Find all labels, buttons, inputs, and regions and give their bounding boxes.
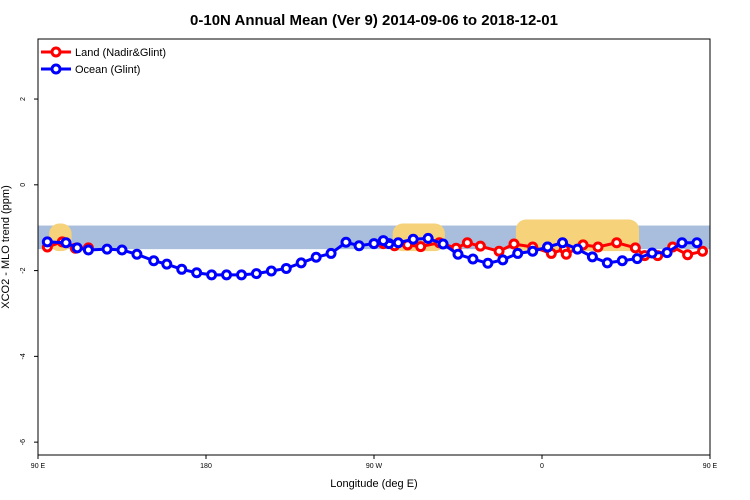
ocean-data-point xyxy=(601,257,613,269)
legend-label-ocean: Ocean (Glint) xyxy=(75,64,140,76)
ocean-data-point xyxy=(571,243,583,255)
ocean-data-point xyxy=(148,255,160,267)
ocean-data-point xyxy=(176,263,188,275)
ocean-data-point xyxy=(482,257,494,269)
chart-title: 0-10N Annual Mean (Ver 9) 2014-09-06 to … xyxy=(190,12,558,29)
legend-label-land: Land (Nadir&Glint) xyxy=(75,47,166,59)
y-axis-ticks: 2 0 -2 -4 -6 xyxy=(20,97,38,445)
ocean-data-point xyxy=(497,254,509,266)
ocean-data-point xyxy=(467,253,479,265)
ocean-data-point xyxy=(295,257,307,269)
land-data-point xyxy=(493,245,505,257)
y-tick-label: 2 xyxy=(20,97,27,101)
ocean-data-point xyxy=(392,237,404,249)
ocean-data-point xyxy=(437,238,449,250)
ocean-data-point xyxy=(82,244,94,256)
land-data-point xyxy=(415,241,427,253)
ocean-data-point xyxy=(250,268,262,280)
legend-marker-land xyxy=(50,46,62,58)
ocean-data-point xyxy=(377,235,389,247)
ocean-data-point xyxy=(131,248,143,260)
ocean-data-point xyxy=(310,251,322,263)
x-tick-label: 0 xyxy=(540,463,544,470)
x-tick-label: 90 E xyxy=(703,463,718,470)
y-axis-label: XCO2 - MLO trend (ppm) xyxy=(0,185,12,308)
land-data-point xyxy=(461,237,473,249)
ocean-data-point xyxy=(235,269,247,281)
ocean-data-point xyxy=(422,232,434,244)
land-data-point xyxy=(474,240,486,252)
land-data-point xyxy=(611,237,623,249)
land-data-point xyxy=(560,248,572,260)
ocean-data-point xyxy=(340,236,352,248)
x-axis-ticks: 90 E 180 90 W 0 90 E xyxy=(31,455,718,470)
x-axis-label: Longitude (deg E) xyxy=(330,478,417,490)
ocean-data-point xyxy=(206,269,218,281)
legend: Land (Nadir&Glint) Ocean (Glint) xyxy=(41,46,166,76)
ocean-data-point xyxy=(452,248,464,260)
ocean-data-point xyxy=(676,237,688,249)
y-tick-label: -2 xyxy=(20,267,27,273)
land-data-point xyxy=(508,238,520,250)
ocean-data-point xyxy=(661,247,673,259)
ocean-data-point xyxy=(557,237,569,249)
y-tick-label: 0 xyxy=(20,183,27,187)
ocean-data-point xyxy=(60,237,72,249)
x-tick-label: 180 xyxy=(200,463,212,470)
ocean-data-point xyxy=(325,247,337,259)
ocean-data-point xyxy=(368,238,380,250)
ocean-data-point xyxy=(41,236,53,248)
legend-marker-ocean xyxy=(50,63,62,75)
ocean-data-point xyxy=(512,247,524,259)
ocean-data-point xyxy=(407,233,419,245)
y-tick-label: -4 xyxy=(20,353,27,359)
ocean-data-point xyxy=(221,269,233,281)
ocean-data-point xyxy=(353,240,365,252)
ocean-data-point xyxy=(71,242,83,254)
ocean-data-point xyxy=(265,265,277,277)
land-data-point xyxy=(592,241,604,253)
ocean-data-point xyxy=(191,267,203,279)
ocean-data-point xyxy=(646,247,658,259)
x-tick-label: 90 W xyxy=(366,463,383,470)
ocean-data-point xyxy=(542,241,554,253)
land-data-point xyxy=(629,242,641,254)
ocean-data-point xyxy=(116,244,128,256)
land-data-point xyxy=(682,249,694,261)
ocean-data-point xyxy=(161,258,173,270)
ocean-data-point xyxy=(527,245,539,257)
series-layer xyxy=(41,232,709,281)
x-tick-label: 90 E xyxy=(31,463,46,470)
ocean-data-point xyxy=(691,237,703,249)
ocean-data-point xyxy=(631,253,643,265)
ocean-data-point xyxy=(616,255,628,267)
ocean-data-point xyxy=(101,243,113,255)
y-tick-label: -6 xyxy=(20,439,27,445)
ocean-data-point xyxy=(280,262,292,274)
ocean-data-point xyxy=(586,251,598,263)
land-data-point xyxy=(697,245,709,257)
